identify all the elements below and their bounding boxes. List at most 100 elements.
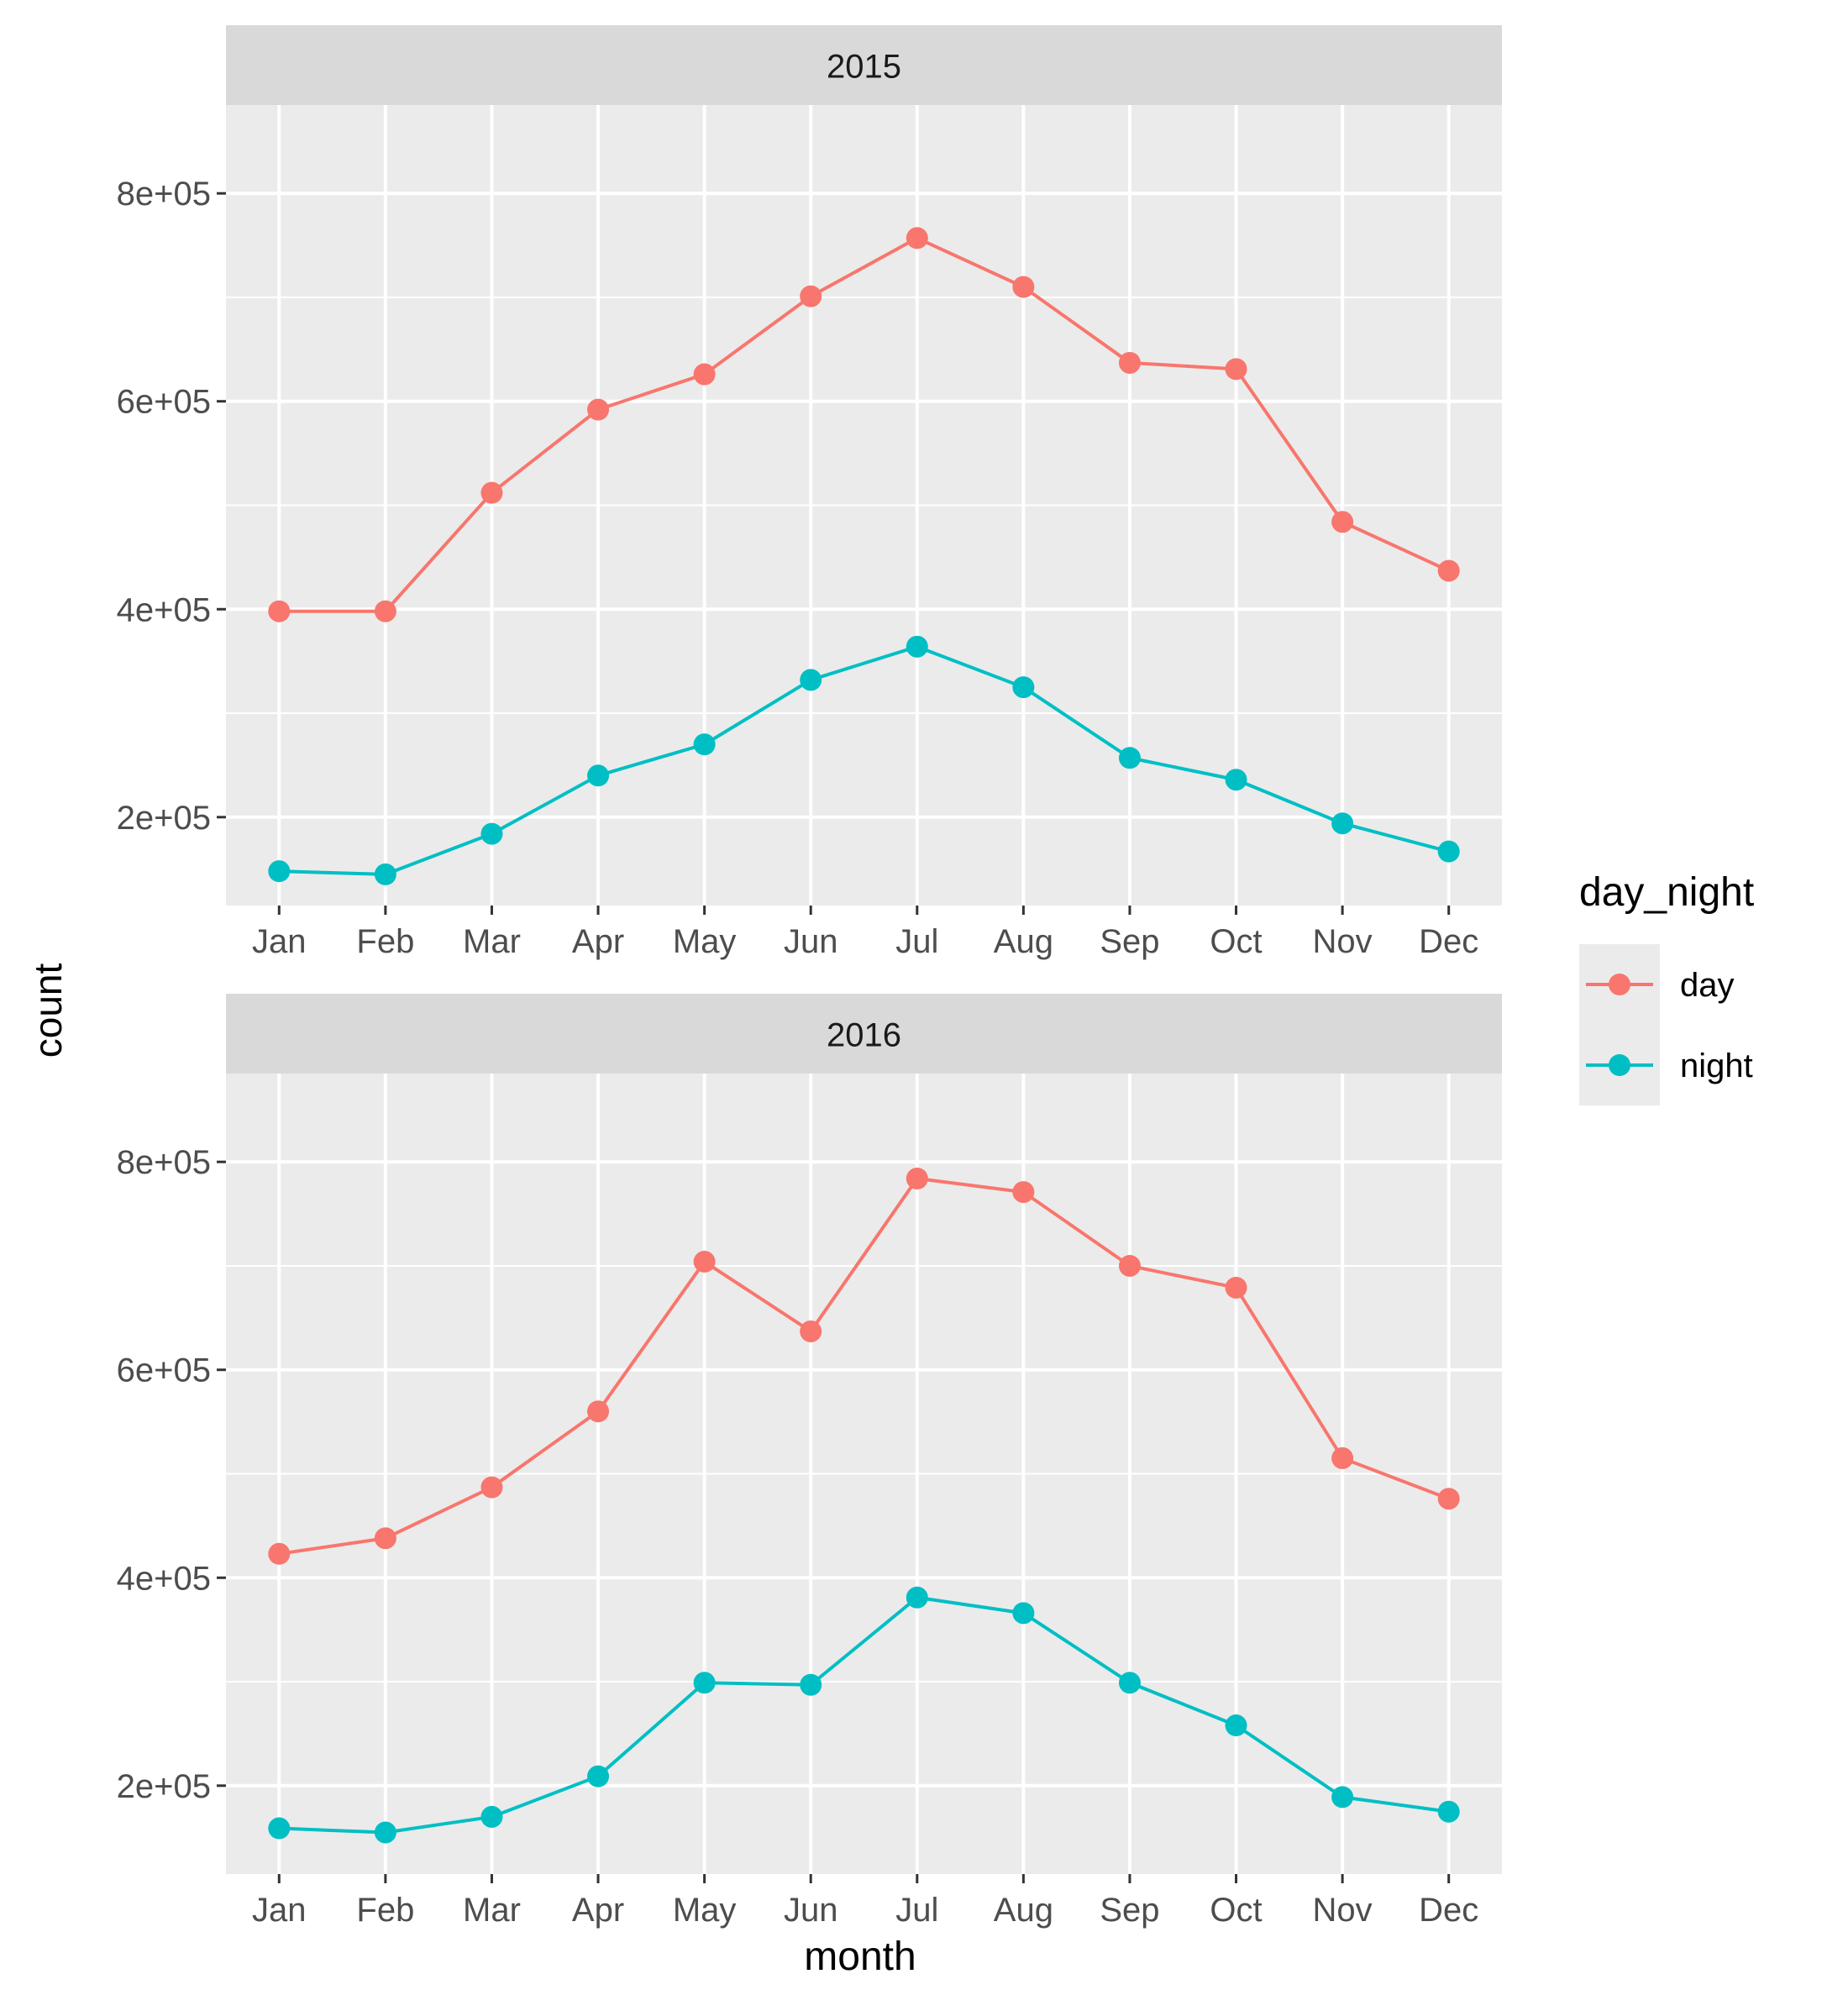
x-tick-label: Jan xyxy=(252,1892,307,1929)
y-tick-label: 2e+05 xyxy=(117,800,211,837)
legend-title: day_night xyxy=(1579,870,1754,915)
x-tick-label: Aug xyxy=(994,923,1053,960)
data-point-day-May xyxy=(693,1251,716,1273)
data-point-night-Sep xyxy=(1118,747,1141,769)
data-point-night-Aug xyxy=(1012,676,1035,699)
data-point-day-Jun xyxy=(800,285,822,307)
data-point-night-Mar xyxy=(480,1805,503,1828)
y-axis-title: count xyxy=(26,963,70,1058)
data-point-day-Aug xyxy=(1012,276,1035,298)
x-tick-label: Dec xyxy=(1419,1892,1478,1929)
data-point-night-Jul xyxy=(906,635,928,658)
x-tick-label: Jul xyxy=(895,1892,938,1929)
x-tick-label: Apr xyxy=(572,1892,624,1929)
legend-entries: day night xyxy=(1586,967,1753,1084)
x-tick-label: Feb xyxy=(356,1892,414,1929)
data-point-day-Oct xyxy=(1225,1276,1247,1299)
legend-entry-night: night xyxy=(1586,1047,1753,1084)
x-tick-label: Mar xyxy=(463,1892,521,1929)
data-point-day-Sep xyxy=(1118,351,1141,374)
y-tick-label: 6e+05 xyxy=(117,384,211,421)
legend-label: day xyxy=(1680,967,1735,1004)
data-point-night-Dec xyxy=(1437,840,1460,863)
series-line-night xyxy=(279,644,1450,876)
x-tick-label: Jan xyxy=(252,923,307,960)
series-day xyxy=(268,227,1460,622)
x-tick-label: Oct xyxy=(1210,1892,1262,1929)
y-tick-label: 6e+05 xyxy=(117,1352,211,1389)
x-tick-label: Mar xyxy=(463,923,521,960)
data-point-night-Aug xyxy=(1012,1602,1035,1625)
x-tick-label: Sep xyxy=(1100,923,1159,960)
legend-entry-day: day xyxy=(1586,967,1735,1004)
y-tick-label: 4e+05 xyxy=(117,591,211,628)
data-point-day-Nov xyxy=(1331,1446,1354,1469)
series-line-day xyxy=(279,1177,1450,1556)
legend-key-background xyxy=(1579,944,1660,1105)
data-point-night-Feb xyxy=(374,1821,396,1844)
legend: day_night day night xyxy=(1579,870,1754,1105)
facet-strip-label: 2015 xyxy=(827,49,901,86)
x-tick-label: Nov xyxy=(1313,923,1373,960)
data-point-day-Aug xyxy=(1012,1181,1035,1204)
data-point-day-Feb xyxy=(374,1527,396,1550)
data-point-day-Apr xyxy=(587,398,610,421)
facet-strip xyxy=(226,25,1502,105)
data-point-day-Sep xyxy=(1118,1254,1141,1277)
data-point-day-Jun xyxy=(800,1320,822,1342)
series-line-day xyxy=(279,236,1450,613)
data-point-night-Feb xyxy=(374,863,396,885)
data-point-day-Dec xyxy=(1437,559,1460,582)
x-tick-label: Apr xyxy=(572,923,624,960)
y-tick-label: 8e+05 xyxy=(117,176,211,213)
data-point-night-Oct xyxy=(1225,769,1247,791)
data-point-day-Jul xyxy=(906,1168,928,1190)
data-point-day-Dec xyxy=(1437,1488,1460,1510)
data-point-night-Jan xyxy=(268,1817,291,1840)
x-tick-label: Oct xyxy=(1210,923,1262,960)
data-point-day-Jan xyxy=(268,600,291,622)
x-tick-label: Aug xyxy=(994,1892,1053,1929)
data-point-day-Mar xyxy=(480,481,503,504)
x-tick-label: Feb xyxy=(356,923,414,960)
facet-strip xyxy=(226,994,1502,1074)
series-day xyxy=(268,1168,1460,1565)
legend-key-point xyxy=(1609,974,1630,995)
data-point-day-Feb xyxy=(374,600,396,622)
data-point-night-May xyxy=(693,733,716,756)
facet-strip-label: 2016 xyxy=(827,1017,901,1054)
data-point-day-May xyxy=(693,363,716,386)
data-point-night-Jun xyxy=(800,669,822,691)
data-point-night-Jun xyxy=(800,1673,822,1696)
data-point-night-Oct xyxy=(1225,1714,1247,1737)
y-tick-label: 2e+05 xyxy=(117,1768,211,1805)
data-point-night-Mar xyxy=(480,822,503,845)
y-tick-label: 8e+05 xyxy=(117,1144,211,1181)
data-point-day-Jan xyxy=(268,1542,291,1565)
x-tick-label: Sep xyxy=(1100,1892,1159,1929)
data-point-night-Nov xyxy=(1331,1786,1354,1809)
facet-panel-2016: 2016 2e+05 4e+05 6e+05 8e+05 Jan Feb Mar Apr May J… xyxy=(117,994,1502,1929)
data-point-night-Apr xyxy=(587,764,610,787)
data-point-night-Jul xyxy=(906,1586,928,1609)
series-line-night xyxy=(279,1595,1449,1835)
data-point-night-Jan xyxy=(268,860,291,883)
legend-label: night xyxy=(1680,1047,1753,1084)
data-point-night-Sep xyxy=(1118,1672,1141,1694)
series-night xyxy=(268,1586,1460,1844)
data-point-day-Oct xyxy=(1225,358,1247,381)
data-point-night-Nov xyxy=(1331,812,1354,835)
data-point-day-Jul xyxy=(906,227,928,249)
facet-panel-2015: 2015 2e+05 4e+05 6e+05 8e+05 Jan Feb Mar Apr May J… xyxy=(117,25,1502,960)
legend-key-point xyxy=(1609,1054,1630,1076)
data-point-night-May xyxy=(693,1672,716,1694)
data-point-night-Dec xyxy=(1437,1800,1460,1823)
series-night xyxy=(268,635,1460,885)
data-point-day-Nov xyxy=(1331,511,1354,533)
x-tick-label: Nov xyxy=(1313,1892,1373,1929)
facet-panels: 2015 2e+05 4e+05 6e+05 8e+05 Jan Feb Mar Apr May J… xyxy=(117,25,1502,1929)
data-point-day-Apr xyxy=(587,1400,610,1423)
data-point-night-Apr xyxy=(587,1765,610,1788)
y-tick-label: 4e+05 xyxy=(117,1560,211,1597)
